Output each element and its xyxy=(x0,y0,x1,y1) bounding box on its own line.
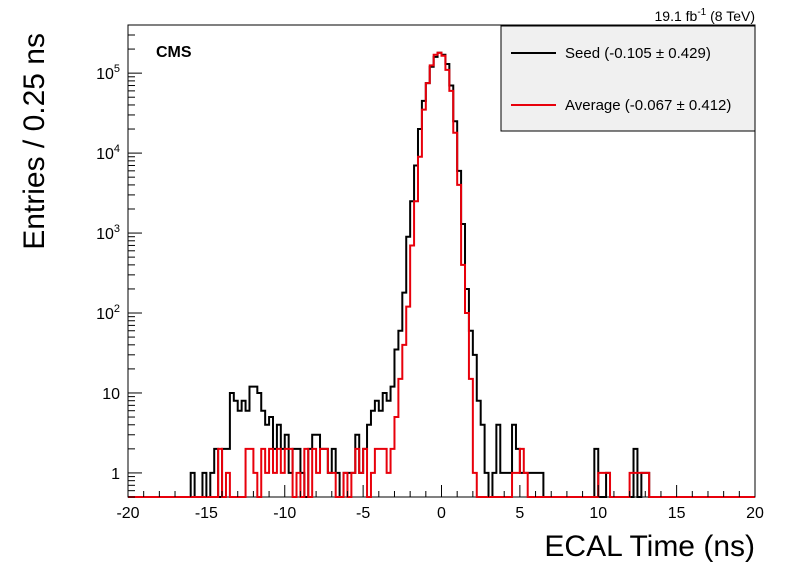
y-tick-exponent: 3 xyxy=(114,223,120,235)
x-axis-title: ECAL Time (ns) xyxy=(544,530,755,563)
y-tick-base: 10 xyxy=(96,66,114,83)
legend-average-label: Average (-0.067 ± 0.412) xyxy=(565,97,731,114)
legend-box xyxy=(500,25,756,132)
luminosity-value: 19.1 fb xyxy=(655,8,698,24)
y-tick-label: 102 xyxy=(96,303,120,323)
legend: Seed (-0.105 ± 0.429) Average (-0.067 ± … xyxy=(500,25,756,132)
luminosity-exponent: -1 xyxy=(697,7,706,18)
x-axis: -20 -15 -10 -5 0 5 10 15 20 xyxy=(116,485,764,522)
x-tick-label: 5 xyxy=(515,505,524,522)
y-tick-label: 105 xyxy=(96,63,120,83)
x-tick-label: 20 xyxy=(746,505,764,522)
experiment-label: CMS xyxy=(156,44,192,61)
energy-label: (8 TeV) xyxy=(706,8,755,24)
average-series-line xyxy=(128,51,755,498)
y-tick-exponent: 2 xyxy=(114,303,120,315)
x-tick-label: -20 xyxy=(116,505,139,522)
legend-seed-label: Seed (-0.105 ± 0.429) xyxy=(565,45,711,62)
x-tick-label: -15 xyxy=(195,505,218,522)
y-tick-exponent: 4 xyxy=(114,143,120,155)
x-tick-label: -10 xyxy=(273,505,296,522)
y-tick-base: 10 xyxy=(96,226,114,243)
x-tick-label: 15 xyxy=(668,505,686,522)
y-tick-exponent: 5 xyxy=(114,63,120,75)
y-tick-base: 10 xyxy=(96,306,114,323)
y-tick-base: 10 xyxy=(96,146,114,163)
x-tick-label: 0 xyxy=(437,505,446,522)
y-tick-label: 1 xyxy=(111,466,120,483)
x-tick-label: -5 xyxy=(356,505,370,522)
luminosity-label: 19.1 fb-1 (8 TeV) xyxy=(655,7,756,24)
x-tick-label: 10 xyxy=(589,505,607,522)
y-tick-label: 10 xyxy=(102,386,120,403)
y-tick-label: 103 xyxy=(96,223,120,243)
y-tick-label: 104 xyxy=(96,143,120,163)
series-layer xyxy=(128,51,755,498)
y-axis-title: Entries / 0.25 ns xyxy=(18,33,51,250)
